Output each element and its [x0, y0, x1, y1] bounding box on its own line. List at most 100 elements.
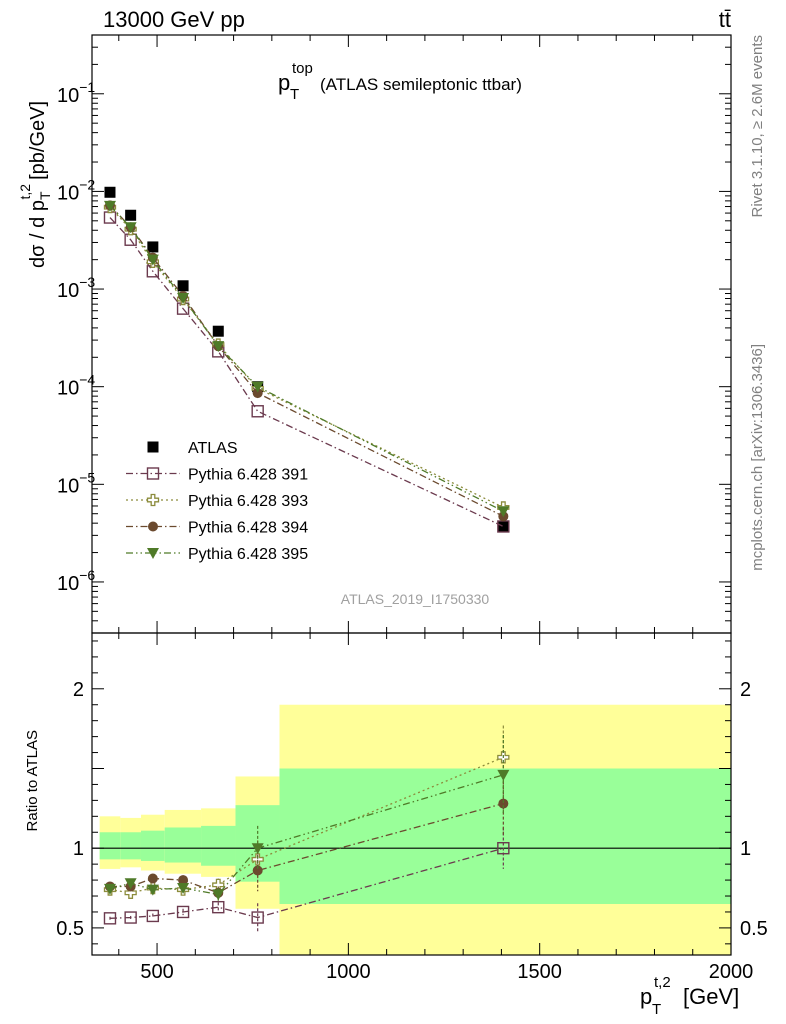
ratio-xtick-label-3: 2000 [709, 961, 754, 983]
main-title-sup: top [292, 60, 313, 77]
axes: 10−6 10−5 10−4 10−3 10−2 10−1 500 1000 1500 2000 0… [56, 34, 768, 983]
main-point-4-4 [212, 341, 225, 353]
ratio-point-3-2 [146, 884, 159, 896]
header-left: 13000 GeV pp [103, 7, 245, 32]
y-title-sup: t,2 [17, 184, 33, 200]
main-point-0-4 [212, 325, 224, 337]
header-right: tt̄ [719, 7, 731, 32]
band-inner-3 [164, 827, 202, 863]
main-point-4-1 [124, 222, 137, 234]
legend-marker-0 [147, 441, 159, 453]
main-title-sub: T [290, 86, 299, 103]
ratio-point-0-3 [176, 905, 190, 919]
main-ytick-label-4: 10−2 [57, 176, 95, 204]
ratio-xtick-label-1: 1000 [326, 961, 371, 983]
legend-marker-2 [146, 493, 160, 507]
legend-label-2: Pythia 6.428 393 [188, 493, 308, 510]
main-title-base: p [278, 70, 290, 95]
y-title-text: dσ / d p [27, 200, 49, 268]
main-point-3-5 [252, 388, 263, 399]
ratio-point-3-6 [497, 769, 510, 781]
main-ytick-label-1: 10−5 [57, 469, 95, 497]
main-point-0-2 [147, 241, 159, 253]
ratio-point-2-5 [252, 865, 263, 876]
x-title-sub: T [652, 1001, 661, 1018]
legend-label-1: Pythia 6.428 391 [188, 467, 308, 484]
legend-marker-3 [148, 521, 158, 532]
main-ytick-label-3: 10−3 [57, 274, 95, 302]
main-ytick-label-5: 10−1 [57, 79, 95, 107]
ratio-point-3-3 [177, 883, 190, 895]
y-axis-title-main: dσ / d pTt,2 [pb/GeV] [17, 101, 53, 268]
ratio-point-0-6 [497, 841, 510, 855]
ratio-point-3-4 [212, 889, 225, 901]
ratio-point-0-4 [212, 900, 225, 914]
main-title-rest: (ATLAS semileptonic ttbar) [320, 75, 522, 94]
ratio-point-3-1 [124, 878, 137, 890]
ratio-uncertainty-bands [92, 704, 731, 955]
main-panel-series [103, 186, 510, 533]
ratio-ytick-label-left-2: 2 [73, 679, 84, 701]
ratio-panel-series [103, 725, 510, 932]
ratio-point-0-2 [146, 909, 160, 923]
main-point-0-1 [125, 209, 137, 221]
band-inner-6 [279, 768, 731, 904]
band-inner-1 [120, 832, 141, 860]
legend-entry-3: Pythia 6.428 394 [126, 520, 308, 537]
ratio-point-0-5 [251, 911, 264, 924]
band-inner-4 [201, 825, 236, 866]
ratio-point-2-2 [147, 873, 158, 884]
ratio-point-2-6 [498, 798, 509, 809]
band-inner-2 [140, 830, 165, 861]
analysis-id: ATLAS_2019_I1750330 [341, 591, 490, 607]
legend-entry-4: Pythia 6.428 395 [126, 546, 308, 563]
legend-label-4: Pythia 6.428 395 [188, 546, 308, 563]
ratio-ytick-label-right-1: 1 [740, 838, 751, 860]
legend: ATLAS Pythia 6.428 391 Pythia 6.428 393 Pyt… [126, 440, 308, 563]
legend-entry-1: Pythia 6.428 391 [126, 467, 308, 484]
y-title-unit: [pb/GeV] [27, 101, 49, 180]
legend-label-3: Pythia 6.428 394 [188, 520, 308, 537]
main-series-line-1 [109, 217, 504, 528]
main-frame [91, 34, 732, 634]
legend-label-0: ATLAS [188, 440, 238, 457]
ratio-xtick-label-2: 1500 [517, 961, 562, 983]
main-ytick-label-2: 10−4 [57, 372, 95, 400]
ratio-ytick-label-right-0: 0.5 [740, 918, 768, 940]
main-title: p T top (ATLAS semileptonic ttbar) [278, 60, 522, 103]
main-point-4-5 [251, 381, 264, 393]
mcplots-label: mcplots.cern.ch [arXiv:1306.3436] [749, 344, 766, 571]
x-title-base: p [640, 984, 652, 1009]
main-series-4 [103, 200, 510, 518]
legend-marker-4 [147, 548, 159, 559]
labels: 13000 GeV pp tt̄ Rivet 3.1.10, ≥ 2.6M ev… [17, 7, 766, 1018]
y-axis-title-ratio: Ratio to ATLAS [24, 730, 41, 831]
main-point-0-0 [104, 186, 116, 198]
ratio-xtick-label-0: 500 [140, 961, 173, 983]
svg-text:dσ / d pTt,2[pb/GeV]: dσ / d pTt,2 [pb/GeV] [17, 101, 53, 268]
main-series-line-2 [109, 206, 504, 508]
main-ytick-label-0: 10−6 [57, 567, 95, 595]
legend-marker-1 [146, 467, 160, 480]
legend-entry-0: ATLAS [147, 440, 238, 457]
x-axis-title: p T t,2 [GeV] [640, 974, 739, 1018]
ratio-point-3-0 [103, 883, 116, 895]
ratio-point-0-0 [103, 912, 117, 925]
main-series-line-4 [109, 205, 504, 512]
ratio-ytick-label-left-0: 0.5 [56, 918, 84, 940]
ratio-ytick-label-left-1: 1 [73, 838, 84, 860]
ratio-series-3 [103, 735, 510, 901]
y-title-sub: T [37, 191, 53, 200]
ratio-point-2-3 [178, 875, 189, 886]
main-point-0-3 [177, 280, 189, 292]
ratio-point-3-5 [251, 843, 264, 855]
main-point-4-6 [497, 506, 510, 518]
rivet-label: Rivet 3.1.10, ≥ 2.6M events [749, 35, 766, 218]
main-point-4-0 [103, 200, 116, 212]
ratio-point-1-5 [251, 853, 264, 866]
main-point-0-6 [497, 520, 509, 532]
main-point-4-3 [177, 292, 190, 304]
legend-entry-2: Pythia 6.428 393 [126, 493, 308, 510]
ratio-frame [91, 632, 732, 956]
